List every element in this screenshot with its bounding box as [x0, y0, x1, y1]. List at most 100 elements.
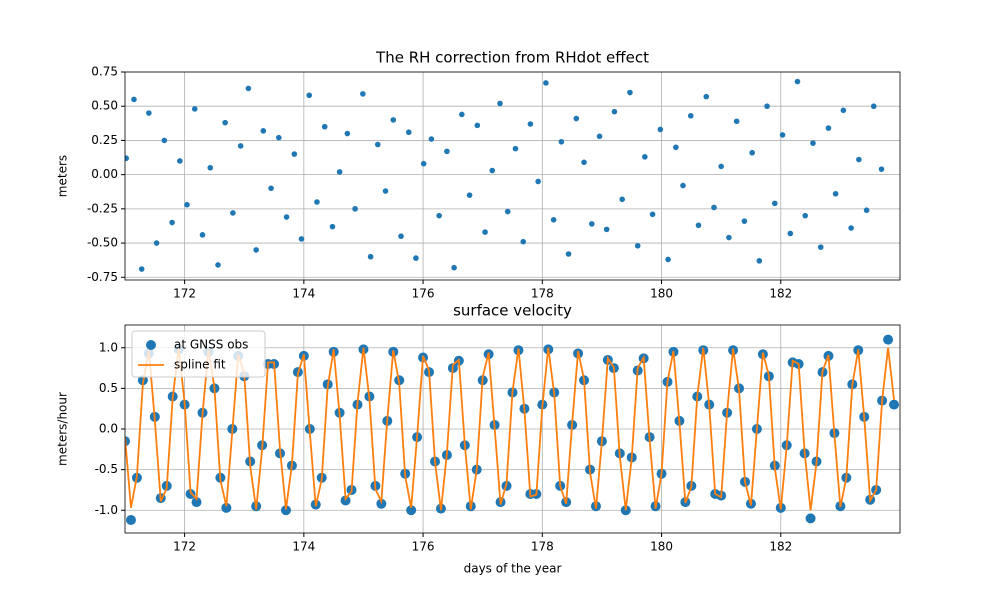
point — [444, 148, 450, 155]
point — [260, 128, 267, 134]
chart-title: The RH correction from RHdot effect — [375, 49, 649, 67]
point — [687, 112, 694, 119]
point — [405, 129, 412, 136]
point — [779, 132, 786, 138]
point — [360, 91, 366, 97]
point — [329, 223, 336, 230]
axes-frame — [124, 324, 901, 534]
x-tick-label: 172 — [173, 540, 196, 554]
point — [215, 262, 221, 268]
y-tick-label: 0.25 — [91, 133, 118, 147]
point — [573, 115, 580, 122]
point — [543, 80, 549, 86]
point — [817, 244, 824, 250]
point — [657, 126, 664, 133]
point — [863, 207, 870, 214]
point — [627, 89, 633, 96]
obs-point — [125, 515, 136, 525]
obs-point — [340, 495, 351, 506]
obs-point — [805, 513, 816, 524]
y-axis-label: meters/hour — [56, 392, 70, 466]
point — [527, 121, 534, 127]
y-tick-label: 0.0 — [99, 422, 118, 436]
legend-label: spline fit — [174, 358, 226, 372]
point — [558, 138, 565, 145]
point — [436, 212, 442, 219]
point — [787, 230, 794, 237]
point — [794, 78, 801, 85]
x-tick-label: 178 — [531, 540, 554, 554]
point — [482, 229, 488, 235]
point — [336, 169, 343, 175]
point — [199, 232, 206, 238]
point — [230, 210, 236, 216]
y-tick-label: -0.50 — [87, 236, 118, 250]
point — [177, 158, 183, 164]
point — [466, 192, 473, 198]
point — [504, 208, 511, 215]
point — [306, 92, 313, 99]
obs-point — [406, 505, 417, 516]
axes: 172 174 176 178 180 182 -0.75 -0.50 -0.25 0.00 0.2… — [56, 49, 901, 301]
point — [703, 93, 710, 100]
point — [352, 206, 358, 212]
obs-point — [280, 505, 291, 516]
point — [726, 234, 732, 241]
x-axis-label: days of the year — [464, 562, 562, 576]
point — [474, 122, 481, 129]
point — [390, 117, 397, 123]
point — [169, 219, 175, 226]
point — [611, 108, 618, 115]
point — [398, 233, 404, 240]
x-tick-label: 180 — [650, 287, 673, 301]
x-tick-label: 182 — [769, 540, 792, 554]
y-tick-label: -0.5 — [95, 462, 118, 476]
point — [191, 106, 198, 112]
point — [497, 100, 503, 107]
point — [512, 145, 519, 152]
legend: at GNSS obs spline fit — [131, 330, 266, 378]
x-tick-label: 174 — [292, 287, 315, 301]
point — [131, 96, 137, 103]
obs-point — [185, 489, 196, 499]
point — [451, 264, 457, 271]
point — [825, 125, 832, 131]
point — [520, 238, 527, 245]
point — [810, 140, 816, 146]
obs-point — [889, 399, 900, 410]
point — [718, 163, 724, 170]
point — [733, 118, 740, 125]
point — [878, 166, 885, 172]
point — [367, 253, 374, 260]
point — [420, 160, 427, 167]
point — [321, 123, 328, 130]
point — [802, 212, 809, 219]
point — [283, 214, 290, 220]
x-tick-label: 180 — [650, 540, 673, 554]
y-tick-label: 0.75 — [91, 65, 118, 79]
point — [764, 103, 770, 110]
point — [695, 222, 702, 229]
point — [245, 85, 252, 92]
legend-box — [131, 330, 266, 378]
point — [581, 159, 587, 166]
point — [642, 154, 648, 160]
point — [535, 178, 541, 185]
point — [619, 196, 625, 203]
point — [749, 149, 755, 156]
point — [550, 216, 557, 223]
x-tick-label: 178 — [531, 287, 554, 301]
y-tick-label: -0.75 — [87, 270, 118, 284]
x-tick-label: 182 — [769, 287, 792, 301]
x-tick-label: 176 — [412, 540, 435, 554]
point — [237, 143, 244, 149]
obs-point — [191, 497, 202, 508]
point — [314, 199, 320, 205]
point — [153, 240, 160, 246]
axes: 172 174 176 178 180 182 -1.0 -0.5 0.0 0.5 1.0 surfa… — [56, 302, 901, 576]
point — [565, 251, 572, 257]
y-tick-label: 0.50 — [91, 99, 118, 113]
point — [772, 200, 778, 207]
point — [588, 221, 595, 227]
point — [344, 130, 351, 137]
